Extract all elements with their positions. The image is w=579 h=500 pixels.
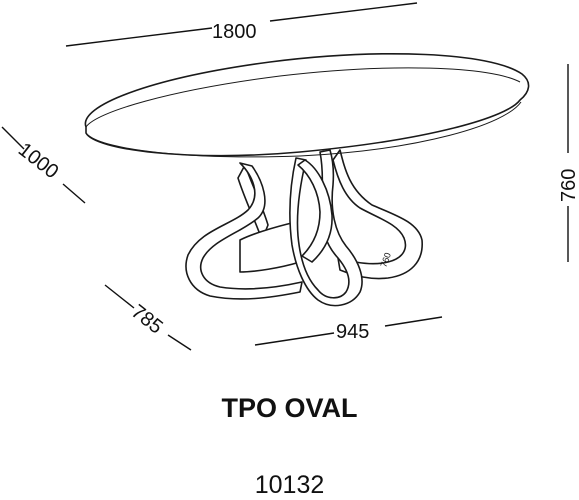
- dimension-width-label: 1000: [14, 139, 63, 184]
- product-name: TPO OVAL: [221, 393, 358, 423]
- table-illustration: 760: [84, 53, 530, 307]
- base-front-band: [297, 159, 333, 263]
- dimension-base-width: 945: [254, 316, 443, 346]
- product-code: 10132: [254, 471, 325, 499]
- dimension-length-label: 1800: [212, 21, 257, 43]
- tabletop-edge: [84, 53, 530, 157]
- dimension-base-depth: 785: [104, 284, 192, 351]
- tabletop-lower-edge: [87, 101, 522, 158]
- base-back-loop: [332, 149, 423, 280]
- dimension-height: 760: [558, 64, 579, 262]
- base-left-loop: [185, 162, 303, 300]
- tabletop-top-surface: [85, 67, 521, 128]
- dimension-length: 1800: [65, 2, 418, 47]
- dimension-base-width-label: 945: [336, 321, 369, 343]
- base-inner-height-label: 760: [378, 251, 393, 269]
- dimension-width: 1000: [1, 126, 86, 204]
- dimension-height-label: 760: [558, 169, 579, 202]
- tabletop: [84, 53, 530, 158]
